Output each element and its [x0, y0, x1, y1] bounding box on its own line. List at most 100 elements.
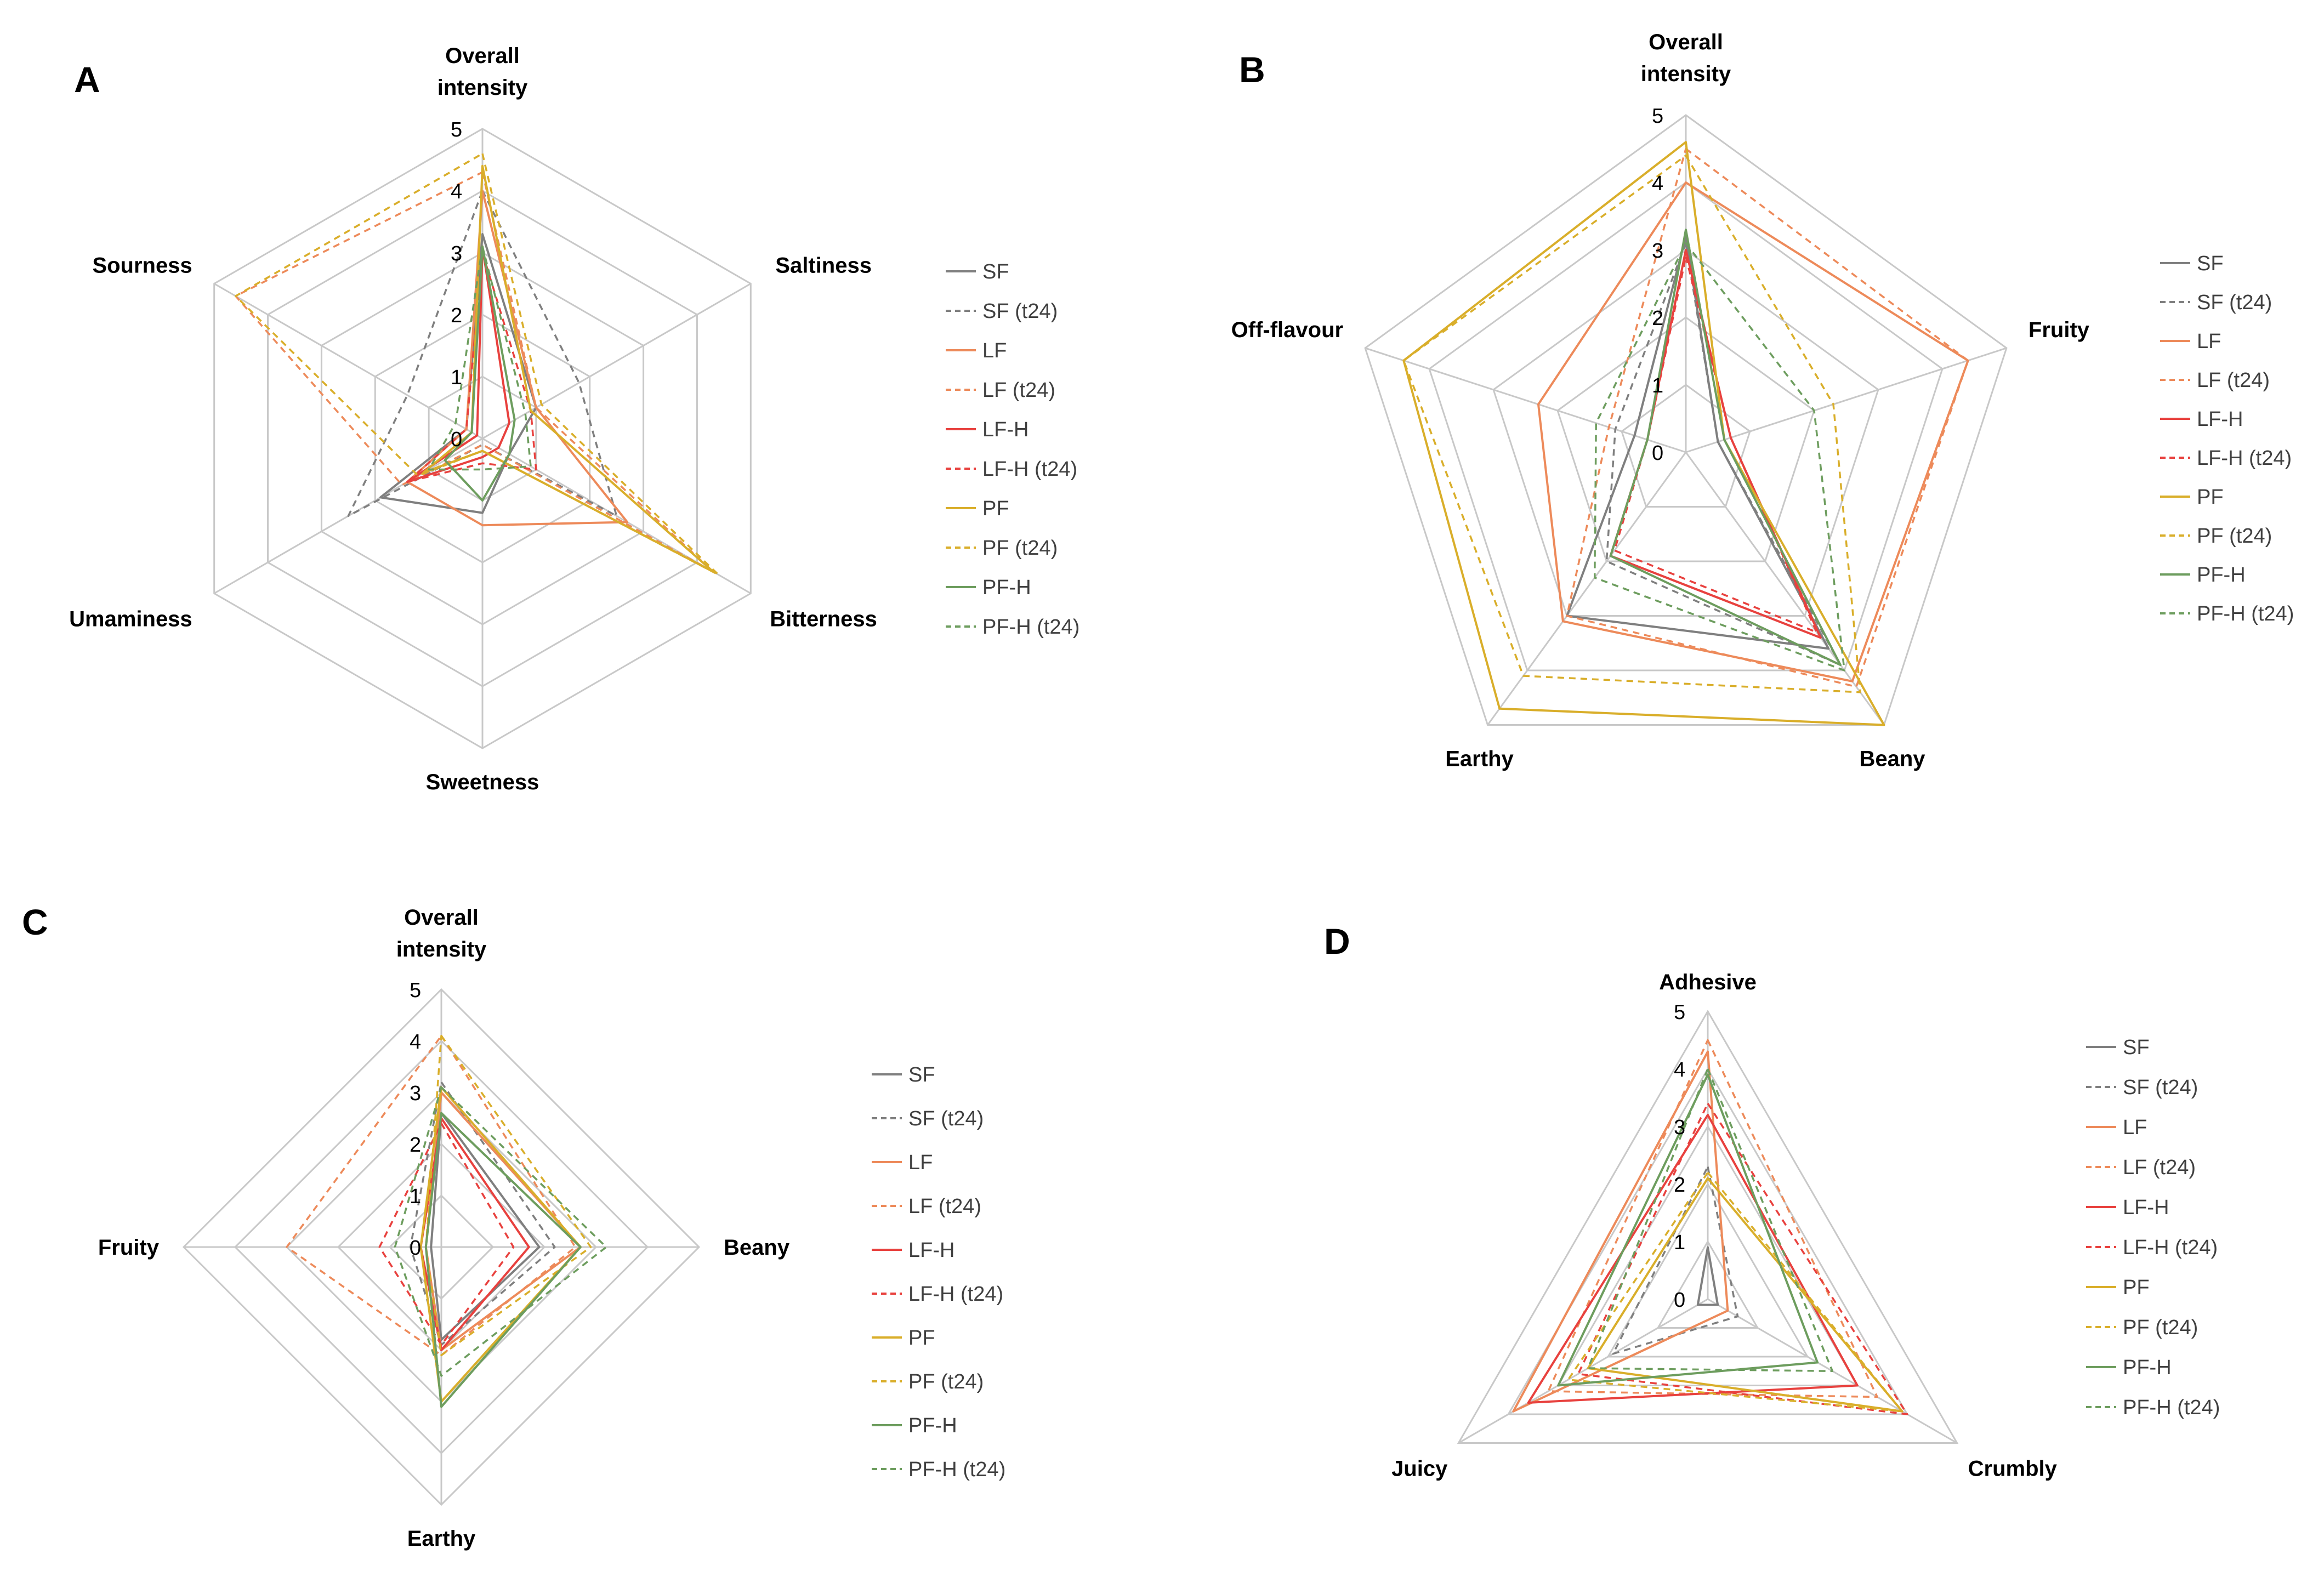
panel-a-series-lf-h-t24	[406, 252, 537, 483]
panel-d-legend-item: PF-H (t24)	[2086, 1396, 2220, 1419]
panel-b-axis-label-line: Earthy	[1445, 747, 1514, 771]
panel-d-legend-item: PF	[2086, 1276, 2150, 1299]
panel-d-legend-item: LF-H (t24)	[2086, 1236, 2218, 1259]
panel-c-axis-label-overall-intensity: Overall intensity	[396, 906, 487, 961]
panel-c-legend-item: LF-H (t24)	[872, 1283, 1003, 1306]
panel-b-legend-item: LF-H (t24)	[2160, 447, 2292, 470]
panel-b-axis-label-line: Off-flavour	[1231, 318, 1343, 342]
panel-c-series-pf-h	[424, 1112, 582, 1408]
panel-d-series-pf-h	[1557, 1073, 1819, 1387]
panel-c-legend-label: LF-H (t24)	[908, 1283, 1003, 1306]
panel-d-legend-label: SF (t24)	[2123, 1076, 2198, 1099]
panel-b-axis-label-line: Overall	[1649, 30, 1723, 54]
panel-a-legend-label: PF-H	[982, 576, 1031, 599]
panel-b-tick-label: 2	[1652, 307, 1663, 330]
panel-d-legend-label: PF-H	[2123, 1356, 2172, 1379]
panel-c-axis-label-line: Beany	[724, 1236, 790, 1260]
panel-a-legend-item: PF-H	[946, 576, 1031, 599]
panel-a-axis-label-line: Saltiness	[775, 254, 872, 278]
panel-b-series-lf-t24	[1566, 147, 1969, 688]
panel-b-spoke	[1365, 347, 1686, 453]
panel-a-series-lf-h	[406, 245, 510, 483]
panel-d-series-lf-h-t24	[1577, 1102, 1908, 1415]
panel-a-axis-label-line: Overall	[445, 44, 520, 68]
panel-a-legend-label: LF	[982, 339, 1007, 362]
panel-d-grid-ring	[1507, 1067, 1909, 1415]
panel-b-legend-item: PF (t24)	[2160, 525, 2272, 548]
panel-d-series-lf-t24	[1547, 1039, 1878, 1398]
panel-d-legend-label: LF (t24)	[2123, 1156, 2196, 1179]
panel-b-tick-label: 4	[1652, 172, 1663, 195]
panel-c-axis-label-beany: Beany	[724, 1236, 790, 1260]
panel-d-tick-label: 5	[1674, 1001, 1685, 1024]
panel-a-legend-label: SF	[982, 260, 1009, 283]
panel-d-legend-label: LF-H	[2123, 1196, 2169, 1219]
panel-a-tick-label: 4	[451, 180, 462, 203]
panel-c-legend-label: LF-H	[908, 1239, 954, 1262]
panel-d-legend-item: SF (t24)	[2086, 1076, 2198, 1099]
panel-a-legend-item: SF (t24)	[946, 300, 1058, 323]
panel-b-axis-label-line: Fruity	[2028, 318, 2090, 342]
panel-b-spoke	[1685, 452, 1885, 726]
panel-d-legend-item: LF-H	[2086, 1196, 2169, 1219]
panel-b-axis-label-line: Beany	[1859, 747, 1925, 771]
panel-d-legend-label: LF	[2123, 1116, 2147, 1139]
panel-d-tick-label: 2	[1674, 1174, 1685, 1197]
panel-c-series-lf-h-t24	[378, 1122, 515, 1346]
panel-c-legend-label: SF	[908, 1063, 935, 1086]
panel-b-legend-label: PF	[2197, 486, 2224, 509]
panel-a-axis-label-umaminess: Umaminess	[69, 607, 192, 631]
panel-b-legend-item: LF	[2160, 330, 2221, 353]
panel-c-series-pf	[419, 1086, 582, 1403]
panel-d-letter: D	[1324, 921, 1350, 961]
panel-d-tick-label: 4	[1674, 1058, 1685, 1082]
panel-c-chart: C 0 1 2 3 4 5 Overall intensity Beany Earthy Fruity…	[22, 902, 1005, 1551]
panel-d-axis-label-line: Juicy	[1391, 1457, 1448, 1481]
panel-c-legend-item: SF	[872, 1063, 935, 1086]
panel-a-legend-label: PF-H (t24)	[982, 616, 1079, 639]
panel-b-legend-label: SF	[2197, 252, 2224, 275]
panel-a-tick-label: 5	[451, 118, 462, 141]
panel-a-tick-label: 0	[451, 428, 462, 451]
panel-d-grid-ring	[1457, 1009, 1959, 1444]
panel-a-legend-item: PF (t24)	[946, 537, 1058, 560]
panel-a-series-pf-t24	[235, 152, 720, 576]
panel-a-axis-label-line: Sourness	[92, 254, 192, 278]
panel-b-axis-label-line: intensity	[1641, 62, 1731, 86]
panel-b-legend-item: SF (t24)	[2160, 291, 2272, 314]
panel-d-series-pf	[1587, 1177, 1903, 1413]
panel-c-legend-item: PF (t24)	[872, 1370, 984, 1393]
panel-a-legend-label: LF-H (t24)	[982, 458, 1077, 481]
panel-a-legend-item: SF	[946, 260, 1009, 283]
panel-b-legend-label: LF (t24)	[2197, 369, 2270, 392]
panel-a-legend-label: LF (t24)	[982, 379, 1055, 402]
panel-d-grid-ring	[1656, 1239, 1759, 1329]
panel-c-legend-label: SF (t24)	[908, 1107, 984, 1130]
panel-d-spoke	[1458, 1298, 1708, 1444]
panel-b-letter: B	[1239, 49, 1265, 90]
panel-d-series-pf-h-t24	[1587, 1068, 1834, 1372]
panel-b-series-pf	[1402, 141, 1885, 726]
panel-c-legend-item: SF (t24)	[872, 1107, 984, 1130]
panel-b-legend-label: LF-H (t24)	[2197, 447, 2292, 470]
panel-b-legend-item: LF-H	[2160, 408, 2243, 431]
panel-d-tick-label: 3	[1674, 1116, 1685, 1139]
panel-c-legend-item: LF (t24)	[872, 1195, 981, 1218]
panel-b-legend-label: LF	[2197, 330, 2221, 353]
panel-d-axis-label-line: Crumbly	[1968, 1457, 2058, 1481]
panel-a-spoke	[213, 283, 483, 440]
panel-a-axis-label-line: Sweetness	[426, 770, 539, 794]
panel-a-axis-label-sweetness: Sweetness	[426, 770, 539, 794]
panel-b-grid-ring	[1364, 114, 2008, 726]
panel-a-legend-label: SF (t24)	[982, 300, 1058, 323]
panel-c-series-pf-h-t24	[394, 1086, 607, 1377]
panel-b-axis-label-overall-intensity: Overall intensity	[1641, 30, 1731, 86]
panel-d-series-pf-t24	[1567, 1171, 1903, 1413]
panel-b-tick-label: 5	[1652, 105, 1663, 128]
panel-b-grid-ring	[1428, 181, 1944, 671]
panel-a-legend-item: LF-H	[946, 418, 1029, 441]
panel-d-legend-item: LF (t24)	[2086, 1156, 2196, 1179]
panel-c-series-pf-t24	[425, 1034, 592, 1357]
panel-a-axis-label-line: Umaminess	[69, 607, 192, 631]
panel-c-axis-label-line: Overall	[404, 906, 479, 930]
